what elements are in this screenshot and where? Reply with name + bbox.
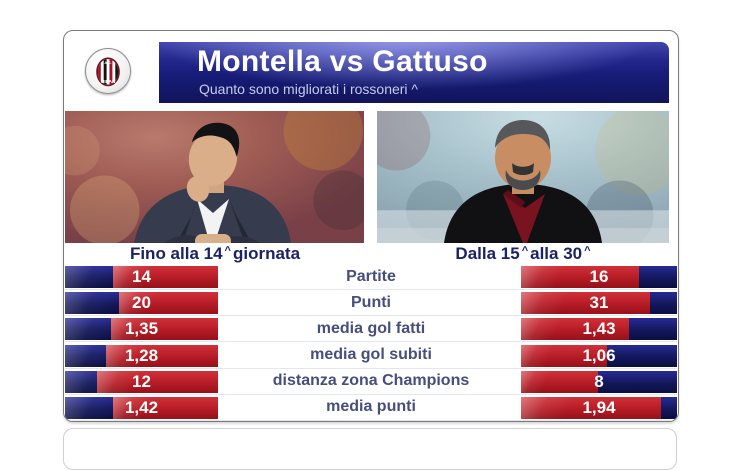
svg-text:MILAN: MILAN: [101, 79, 116, 84]
svg-text:A.C.: A.C.: [104, 61, 111, 65]
